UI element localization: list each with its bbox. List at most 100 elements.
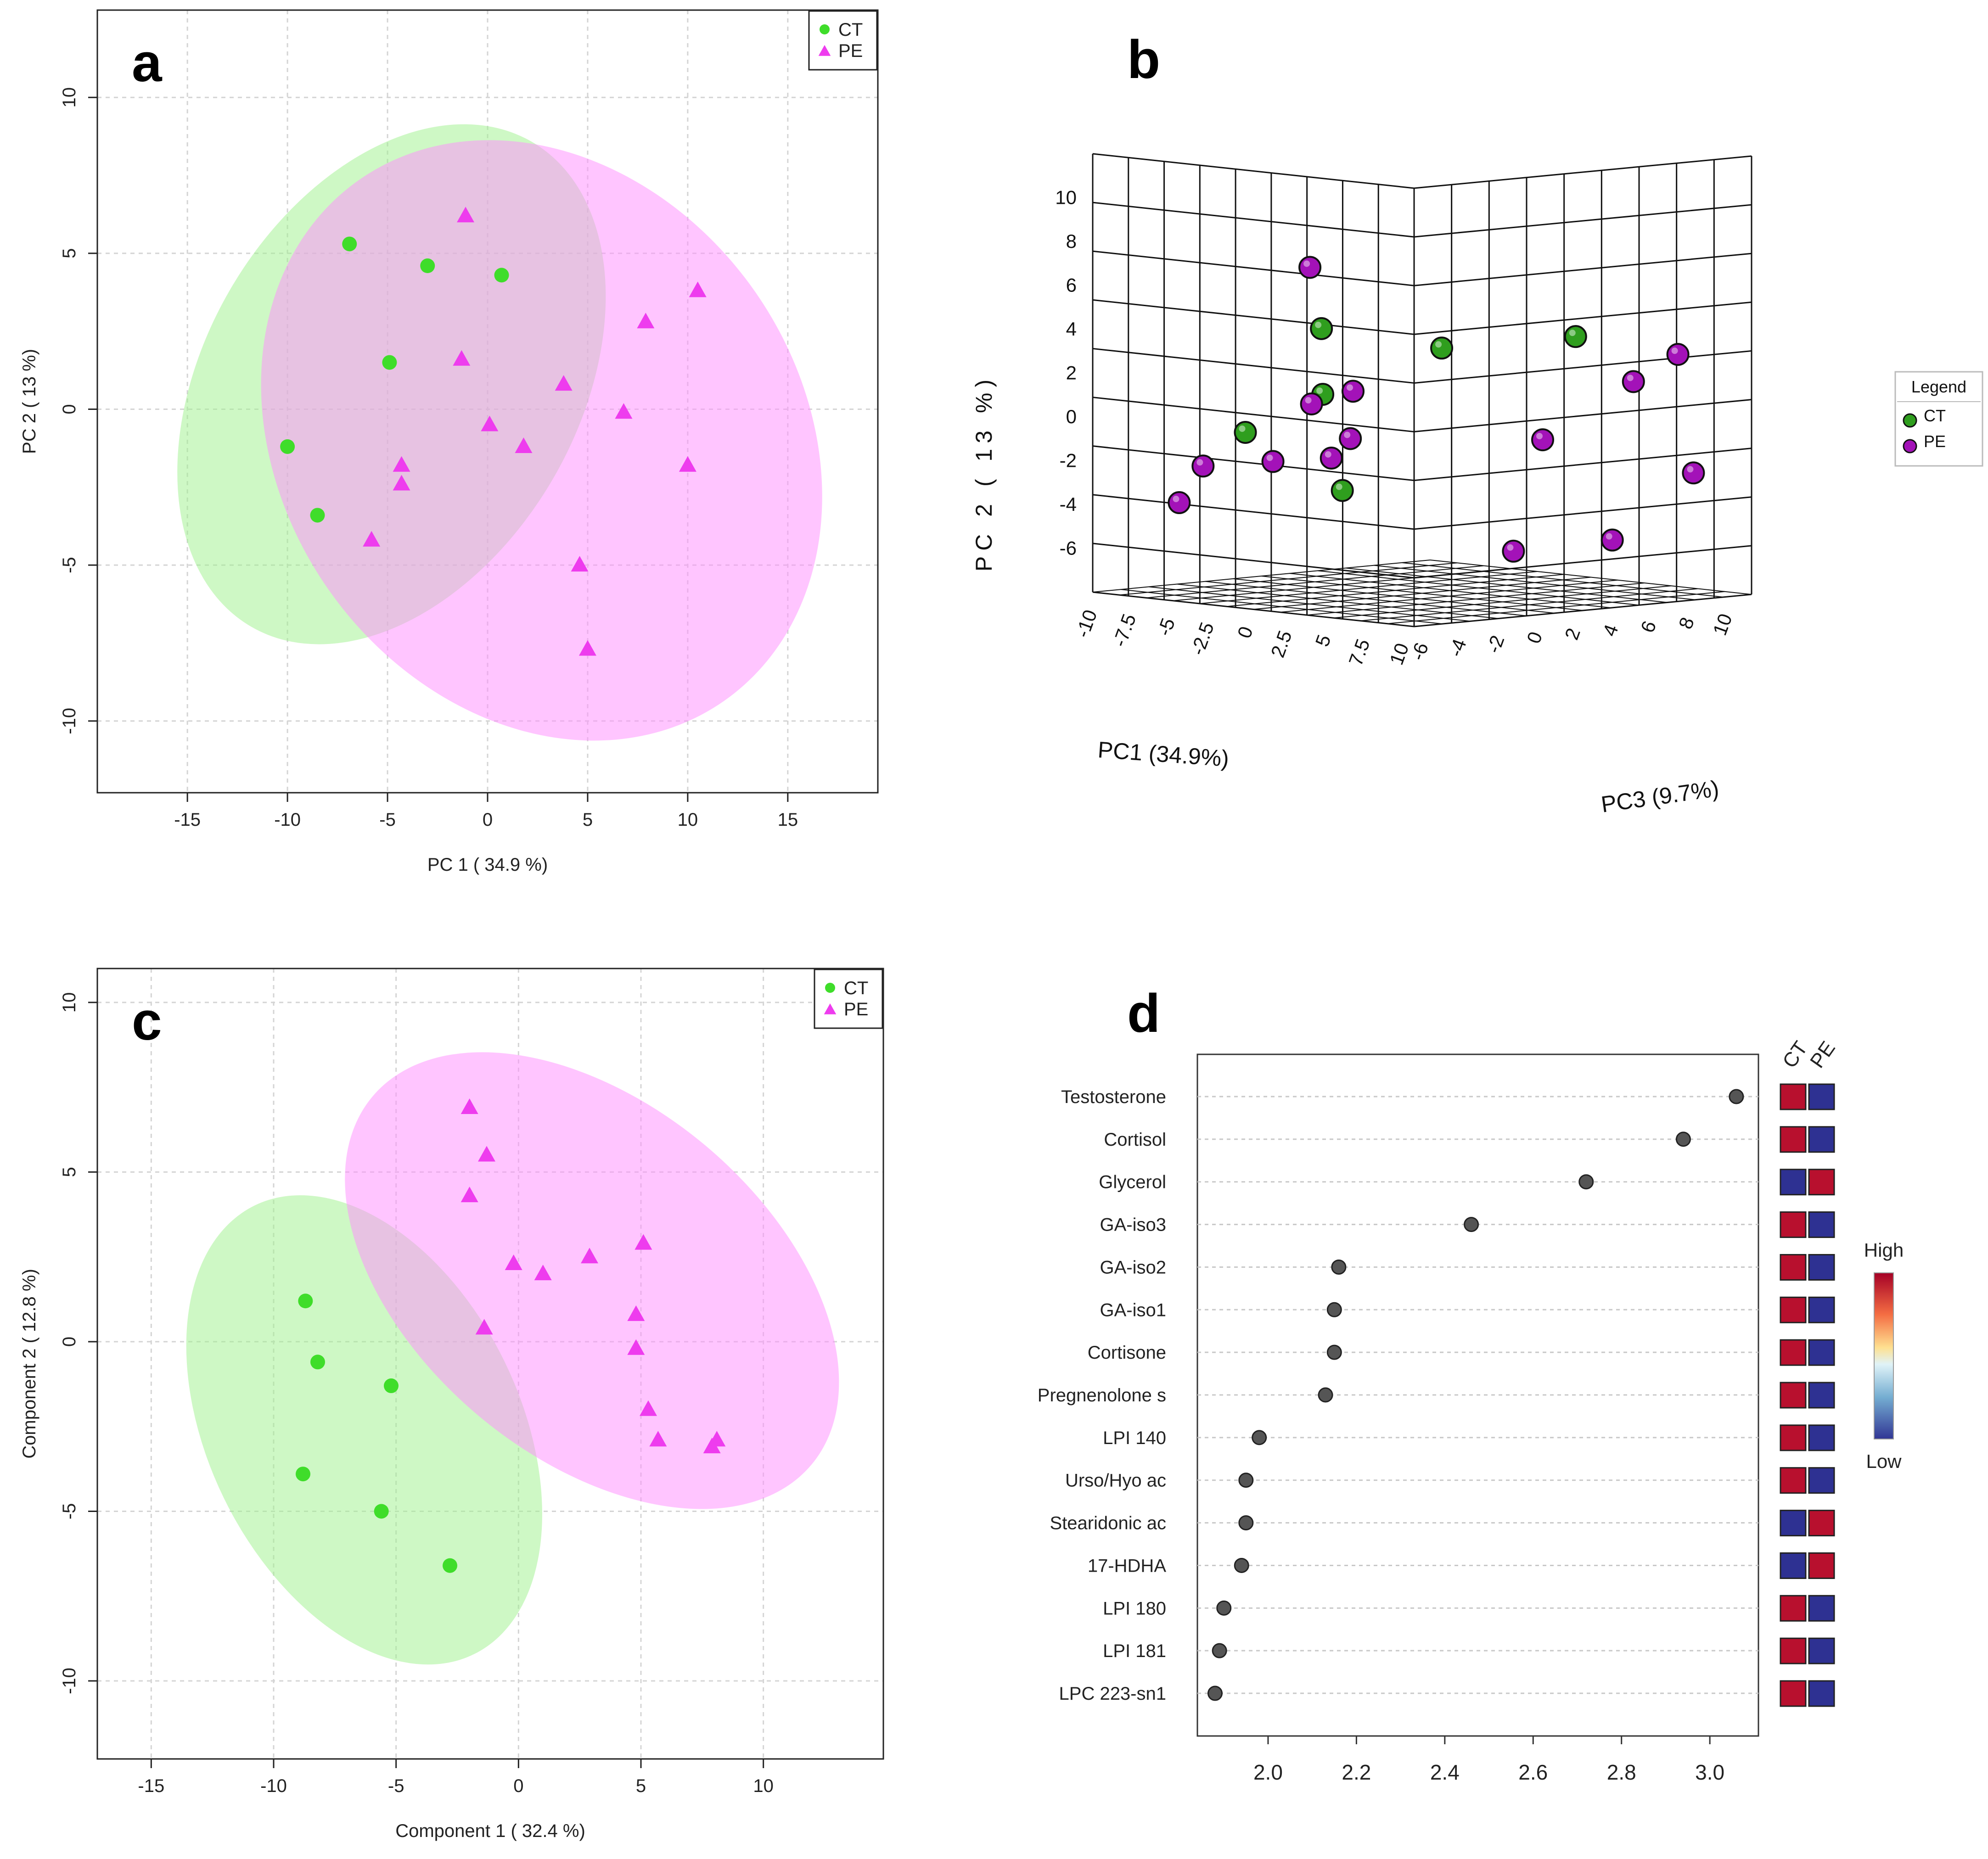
value-dot: [1318, 1387, 1333, 1403]
ct-sphere: [1331, 479, 1354, 502]
pe-point: [475, 1319, 493, 1335]
pe-point: [460, 1187, 478, 1203]
pe-point: [457, 207, 475, 223]
value-dot: [1331, 1259, 1347, 1275]
sphere-highlight: [1305, 397, 1312, 404]
pe-point: [649, 1431, 667, 1447]
legend-ct-marker: [820, 24, 830, 34]
ct-point: [494, 268, 509, 283]
sphere-highlight: [1435, 341, 1442, 348]
heatmap-cell-ct: [1780, 1083, 1807, 1110]
metabolite-label: 17-HDHA: [1088, 1556, 1166, 1576]
heatmap-cell-pe: [1808, 1169, 1835, 1196]
pe-point: [703, 1438, 721, 1454]
metabolite-label: Testosterone: [1061, 1087, 1166, 1107]
heatmap-cell-ct: [1780, 1126, 1807, 1153]
pe-point: [534, 1265, 552, 1281]
z-tick-label: 8: [1674, 614, 1698, 632]
ct-point: [310, 1355, 325, 1370]
floor-gridline: [1374, 565, 1696, 600]
colorbar-low-label: Low: [1866, 1450, 1902, 1472]
x-tick-label: -5: [388, 1776, 404, 1796]
pe-sphere: [1502, 539, 1525, 563]
legend-ct-label: CT: [844, 978, 868, 998]
panel-d-dot-plot: d Testosterone Cortisol Glycerol GA-iso3 GA-i…: [1038, 983, 1904, 1784]
x-tick-label: -5: [1153, 615, 1179, 638]
metabolite-label: LPI 181: [1103, 1641, 1166, 1661]
heatmap-cell-ct: [1780, 1595, 1807, 1622]
metabolite-label: Cortisol: [1104, 1130, 1166, 1150]
floor-gridline: [1119, 562, 1457, 596]
heatmap-column-label-ct: CT: [1778, 1037, 1812, 1072]
metabolite-label: GA-iso1: [1100, 1300, 1167, 1320]
ct-point: [280, 439, 295, 454]
left-wall-gridline: [1092, 347, 1415, 384]
heatmap-cell-pe: [1808, 1339, 1835, 1366]
pe-point: [689, 281, 707, 297]
value-dot: [1326, 1344, 1342, 1360]
pe-point: [481, 415, 499, 431]
y-tick-label: 0: [59, 1337, 79, 1347]
panel-label: b: [1127, 29, 1160, 90]
pe-sphere: [1666, 343, 1690, 366]
left-wall-gridline: [1092, 543, 1415, 579]
heatmap-cell-pe: [1808, 1126, 1835, 1153]
ct-point: [374, 1504, 389, 1519]
pe-sphere: [1298, 256, 1322, 279]
sphere-highlight: [1239, 425, 1246, 432]
right-wall-gridline: [1414, 204, 1752, 238]
sphere-highlight: [1196, 459, 1203, 466]
y-axis-title: Component 2 ( 12.8 %): [19, 1269, 39, 1459]
heatmap-cell-pe: [1808, 1510, 1835, 1537]
pe-sphere: [1168, 491, 1191, 515]
legend-box: [814, 969, 883, 1029]
sphere-highlight: [1627, 375, 1634, 381]
x-tick-label: 5: [636, 1776, 646, 1796]
pe-point: [460, 1098, 478, 1114]
right-wall-gridline: [1414, 350, 1752, 384]
pe-sphere: [1320, 446, 1343, 470]
z-tick-label: -4: [1444, 636, 1471, 660]
heatmap-cell-pe: [1808, 1083, 1835, 1110]
y-tick-label: -5: [59, 1503, 79, 1520]
right-wall-gridline: [1414, 399, 1752, 433]
sphere-highlight: [1347, 384, 1353, 391]
pe-sphere: [1339, 427, 1362, 450]
heatmap-cell-pe: [1808, 1424, 1835, 1451]
y-tick-label: -5: [59, 557, 79, 573]
x-tick-label: 2.5: [1267, 627, 1296, 660]
ct-sphere: [1310, 317, 1333, 340]
legend-pe-marker: [1903, 439, 1917, 454]
heatmap-cell-ct: [1780, 1169, 1807, 1196]
colorbar: [1874, 1272, 1894, 1439]
left-wall-gridline: [1092, 202, 1415, 238]
x-tick-label: 0: [1233, 623, 1257, 641]
y-tick-label: 5: [59, 1167, 79, 1177]
pe-point: [393, 456, 410, 472]
heatmap-cell-ct: [1780, 1382, 1807, 1409]
z-tick-label: 0: [1522, 629, 1546, 646]
pe-point: [635, 1234, 652, 1250]
x-axis-title: Component 1 ( 32.4 %): [395, 1821, 585, 1841]
z-tick-label: 6: [1636, 618, 1660, 635]
floor-gridline: [1402, 562, 1724, 598]
pe-point: [581, 1248, 598, 1264]
metabolite-label: Cortisone: [1088, 1343, 1166, 1363]
z-tick-label: -2: [1483, 633, 1509, 656]
heatmap-cell-ct: [1780, 1424, 1807, 1451]
x-tick-label: 7.5: [1344, 636, 1374, 669]
x-tick-label: -10: [274, 810, 301, 830]
x-tick-label: 0: [483, 810, 493, 830]
confidence-ellipse-pe: [261, 140, 822, 741]
x-tick-label: 10: [678, 810, 698, 830]
heatmap-cell-ct: [1780, 1510, 1807, 1537]
z-tick-label: 2: [1561, 625, 1584, 643]
pe-point: [555, 375, 573, 391]
panel-a-scatter: -15 -10 -5 0 5 10 15 -10 -5 0 5 10 PC 1 ( 34.9 %) PC …: [19, 9, 879, 875]
legend-ct-marker: [825, 983, 835, 993]
heatmap-cell-pe: [1808, 1211, 1835, 1238]
pe-sphere: [1531, 428, 1554, 452]
colorbar-high-label: High: [1864, 1239, 1904, 1261]
